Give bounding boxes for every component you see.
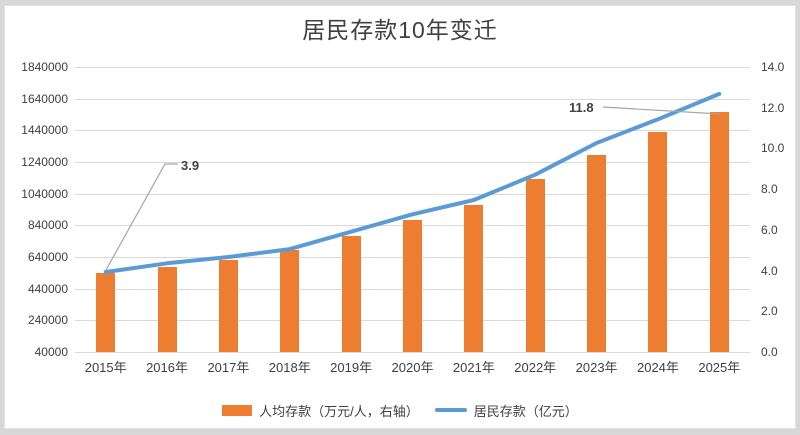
- y-tick-right: 0.0: [761, 345, 778, 359]
- x-tick: 2024年: [636, 360, 679, 375]
- x-tick: 2018年: [268, 360, 311, 375]
- y-tick-left: 640000: [27, 250, 68, 264]
- y-tick-left: 40000: [34, 345, 68, 359]
- y-tick-right: 8.0: [761, 182, 778, 197]
- bar-2017年: [218, 260, 238, 352]
- y-tick-left: 440000: [27, 281, 68, 296]
- x-tick: 2019年: [330, 360, 373, 375]
- x-tick: 2025年: [698, 360, 741, 375]
- bar-series-swatch-icon: [222, 404, 253, 416]
- legend-label-bar-series: 人均存款（万元/人，右轴）: [259, 403, 419, 419]
- gridline: [75, 98, 750, 100]
- y-tick-left: 1040000: [21, 186, 68, 201]
- x-tick: 2017年: [207, 360, 250, 375]
- y-tick-left: 1240000: [21, 155, 68, 169]
- bar-2016年: [157, 266, 177, 352]
- annotation-leaders: [105, 106, 721, 271]
- bar-2023年: [587, 154, 607, 352]
- deposit-line: [103, 91, 722, 274]
- deposit-line-series: [103, 91, 722, 274]
- annotation-label-2025: 11.8: [569, 100, 594, 115]
- gridline: [75, 130, 750, 132]
- y-tick-right: 12.0: [761, 100, 785, 115]
- y-tick-left: 840000: [27, 218, 68, 233]
- bar-2020年: [403, 219, 422, 352]
- legend-item-line-series: 居民存款（亿元）: [434, 401, 578, 420]
- gridline: [75, 67, 750, 68]
- legend: 人均存款（万元/人，右轴） 居民存款（亿元）: [0, 400, 800, 420]
- bar-2024年: [648, 132, 668, 352]
- legend-label-line-series: 居民存款（亿元）: [473, 403, 578, 419]
- x-tick: 2015年: [84, 360, 127, 375]
- plot-area: [75, 67, 750, 353]
- chart-title: 居民存款10年变迁: [302, 17, 498, 43]
- gridline: [75, 352, 750, 353]
- y-tick-left: 1640000: [21, 91, 68, 106]
- bar-2022年: [525, 178, 545, 352]
- y-tick-right: 10.0: [761, 141, 785, 156]
- annotation-leader-3-9: [105, 163, 178, 271]
- x-tick: 2016年: [146, 360, 188, 375]
- x-tick: 2020年: [391, 360, 434, 375]
- x-tick: 2021年: [452, 360, 495, 375]
- gridline: [75, 162, 750, 163]
- gridline: [75, 193, 750, 195]
- bar-2025年: [709, 111, 729, 352]
- x-tick: 2023年: [575, 360, 618, 375]
- y-tick-right: 4.0: [761, 263, 778, 278]
- x-tick: 2022年: [514, 360, 557, 375]
- bar-2015年: [96, 272, 116, 352]
- bar-2021年: [464, 205, 484, 352]
- line-series-swatch-icon: [434, 408, 467, 412]
- y-tick-left: 1440000: [21, 123, 68, 138]
- annotation-leader-11-8: [602, 106, 721, 115]
- annotation-label-2015: 3.9: [181, 158, 200, 173]
- y-tick-left: 240000: [27, 313, 68, 328]
- y-tick-left: 1840000: [21, 60, 68, 74]
- legend-item-bar-series: 人均存款（万元/人，右轴）: [222, 401, 419, 420]
- y-tick-right: 14.0: [761, 60, 785, 74]
- bar-2018年: [280, 250, 300, 352]
- bar-2019年: [341, 235, 361, 352]
- y-tick-right: 2.0: [761, 304, 778, 319]
- y-tick-right: 6.0: [761, 222, 778, 237]
